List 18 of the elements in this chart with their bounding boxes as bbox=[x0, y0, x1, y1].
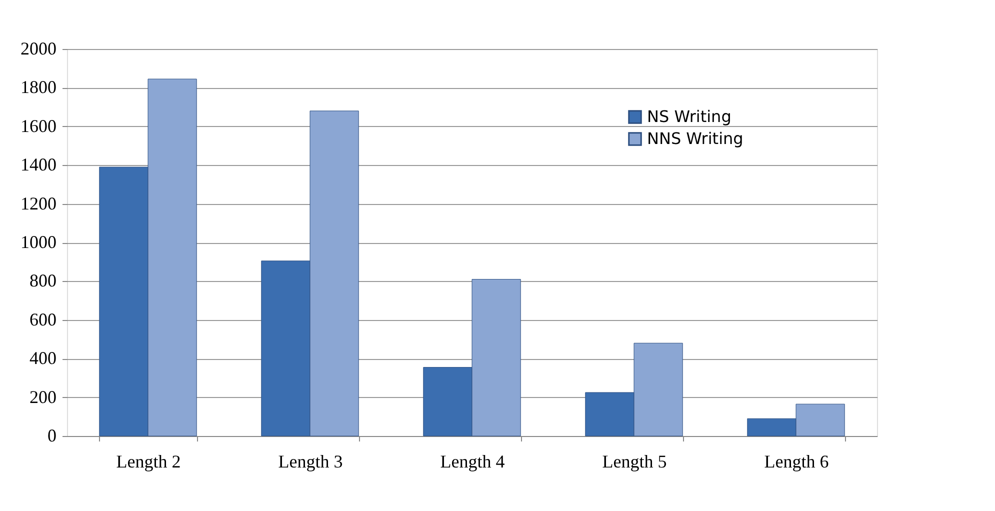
y-tick-label: 1600 bbox=[20, 116, 56, 136]
y-tick-label: 400 bbox=[30, 348, 56, 368]
y-tick-label: 800 bbox=[30, 270, 56, 291]
y-tick-label: 2000 bbox=[20, 38, 56, 58]
x-tick-label: Length 6 bbox=[764, 452, 829, 472]
legend-label: NS Writing bbox=[647, 107, 732, 126]
y-tick-label: 1400 bbox=[20, 154, 56, 175]
y-tick-label: 1000 bbox=[20, 232, 56, 252]
x-tick-label: Length 3 bbox=[278, 452, 343, 472]
y-tick-label: 200 bbox=[30, 386, 56, 407]
x-tick-label: Length 2 bbox=[116, 452, 181, 472]
x-tick-label: Length 4 bbox=[440, 452, 505, 472]
y-tick-label: 600 bbox=[30, 309, 56, 330]
y-tick-label: 1800 bbox=[20, 77, 56, 98]
y-tick-label: 0 bbox=[48, 426, 56, 446]
x-tick-label: Length 5 bbox=[602, 452, 667, 472]
y-tick-label: 1200 bbox=[20, 193, 56, 214]
legend-label: NNS Writing bbox=[647, 129, 744, 148]
